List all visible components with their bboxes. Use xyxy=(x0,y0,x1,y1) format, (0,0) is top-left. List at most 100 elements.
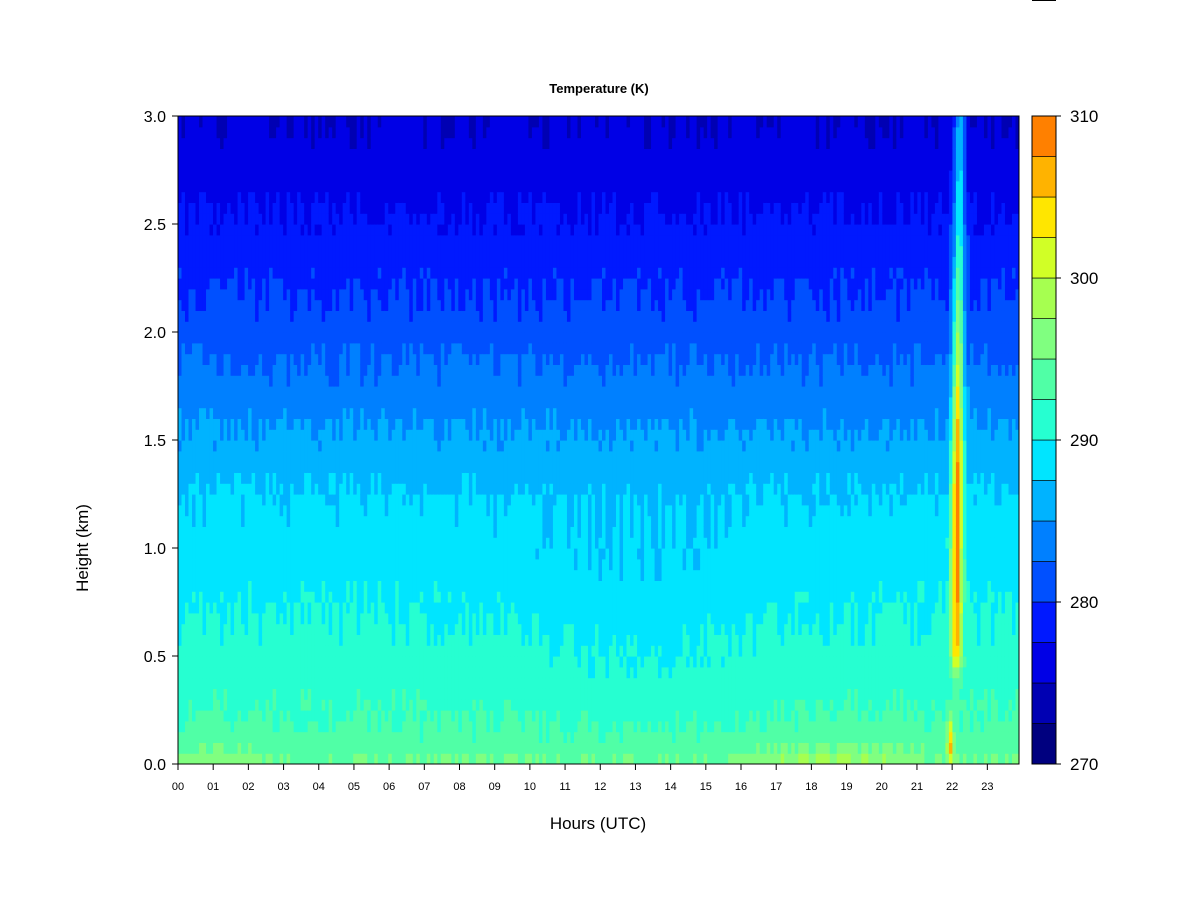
heatmap-cell xyxy=(286,375,291,387)
heatmap-cell xyxy=(356,224,361,236)
heatmap-cell xyxy=(237,170,242,182)
heatmap-cell xyxy=(265,591,270,603)
heatmap-cell xyxy=(384,170,389,182)
heatmap-cell xyxy=(388,299,393,311)
heatmap-cell xyxy=(192,245,197,257)
heatmap-cell xyxy=(349,288,354,301)
heatmap-cell xyxy=(276,656,281,668)
heatmap-cell xyxy=(255,234,260,247)
heatmap-cell xyxy=(248,364,253,376)
heatmap-cell xyxy=(199,321,204,333)
heatmap-cell xyxy=(234,429,239,441)
heatmap-cell xyxy=(255,278,260,290)
heatmap-cell xyxy=(248,137,253,149)
heatmap-cell xyxy=(300,688,305,700)
heatmap-cell xyxy=(419,504,424,517)
heatmap-cell xyxy=(349,645,354,657)
heatmap-cell xyxy=(181,148,186,160)
heatmap-cell xyxy=(374,256,379,268)
heatmap-cell xyxy=(262,202,267,214)
heatmap-cell xyxy=(237,699,242,711)
heatmap-cell xyxy=(374,515,379,527)
heatmap-cell xyxy=(461,224,466,236)
heatmap-cell xyxy=(349,148,354,160)
heatmap-cell xyxy=(360,159,365,171)
heatmap-cell xyxy=(262,299,267,311)
heatmap-cell xyxy=(391,548,396,560)
heatmap-cell xyxy=(234,569,239,581)
heatmap-cell xyxy=(255,310,260,322)
heatmap-cell xyxy=(276,278,281,290)
heatmap-cell xyxy=(199,191,204,203)
heatmap-cell xyxy=(384,375,389,387)
heatmap-cell xyxy=(304,148,309,160)
heatmap-cell xyxy=(279,537,284,549)
heatmap-cell xyxy=(381,191,386,203)
heatmap-cell xyxy=(304,526,309,538)
heatmap-cell xyxy=(430,256,435,268)
heatmap-cell xyxy=(286,677,291,689)
heatmap-cell xyxy=(307,656,312,668)
heatmap-cell xyxy=(185,591,190,603)
heatmap-cell xyxy=(391,742,396,754)
heatmap-cell xyxy=(360,580,365,592)
heatmap-cell xyxy=(433,548,438,560)
heatmap-cell xyxy=(325,515,330,527)
heatmap-cell xyxy=(286,332,291,344)
heatmap-cell xyxy=(300,569,305,581)
heatmap-cell xyxy=(391,720,396,733)
heatmap-cell xyxy=(461,407,466,419)
heatmap-cell xyxy=(409,472,414,484)
heatmap-cell xyxy=(213,666,218,679)
heatmap-cell xyxy=(181,224,186,236)
heatmap-cell xyxy=(423,386,428,398)
heatmap-cell xyxy=(192,623,197,635)
heatmap-cell xyxy=(290,666,295,679)
heatmap-cell xyxy=(426,602,431,614)
heatmap-cell xyxy=(265,548,270,560)
heatmap-cell xyxy=(202,472,207,484)
heatmap-cell xyxy=(269,710,274,722)
heatmap-cell xyxy=(339,278,344,290)
heatmap-cell xyxy=(227,504,232,517)
heatmap-cell xyxy=(276,548,281,560)
heatmap-cell xyxy=(437,418,442,430)
heatmap-cell xyxy=(374,548,379,560)
heatmap-cell xyxy=(300,461,305,473)
heatmap-cell xyxy=(202,224,207,236)
heatmap-cell xyxy=(444,148,449,160)
heatmap-cell xyxy=(437,234,442,247)
heatmap-cell xyxy=(220,375,225,387)
heatmap-cell xyxy=(370,537,375,549)
heatmap-cell xyxy=(202,450,207,463)
heatmap-cell xyxy=(304,202,309,214)
heatmap-cell xyxy=(388,515,393,527)
heatmap-cell xyxy=(440,288,445,301)
heatmap-cell xyxy=(269,213,274,225)
heatmap-cell xyxy=(444,256,449,268)
heatmap-cell xyxy=(398,418,403,430)
heatmap-cell xyxy=(402,256,407,268)
heatmap-cell xyxy=(346,569,351,581)
heatmap-cell xyxy=(181,353,186,365)
heatmap-cell xyxy=(300,580,305,592)
heatmap-cell xyxy=(360,558,365,571)
heatmap-cell xyxy=(307,418,312,430)
heatmap-cell xyxy=(202,267,207,279)
heatmap-cell xyxy=(188,137,193,149)
heatmap-cell xyxy=(297,386,302,398)
heatmap-cell xyxy=(251,515,256,527)
heatmap-cell xyxy=(325,213,330,225)
heatmap-cell xyxy=(367,623,372,635)
heatmap-cell xyxy=(314,548,319,560)
heatmap-cell xyxy=(237,623,242,635)
heatmap-cell xyxy=(307,450,312,463)
heatmap-cell xyxy=(248,375,253,387)
heatmap-cell xyxy=(451,245,456,257)
heatmap-cell xyxy=(237,267,242,279)
heatmap-cell xyxy=(384,558,389,571)
heatmap-cell xyxy=(234,645,239,657)
heatmap-cell xyxy=(216,202,221,214)
heatmap-cell xyxy=(314,353,319,365)
heatmap-cell xyxy=(223,450,228,463)
